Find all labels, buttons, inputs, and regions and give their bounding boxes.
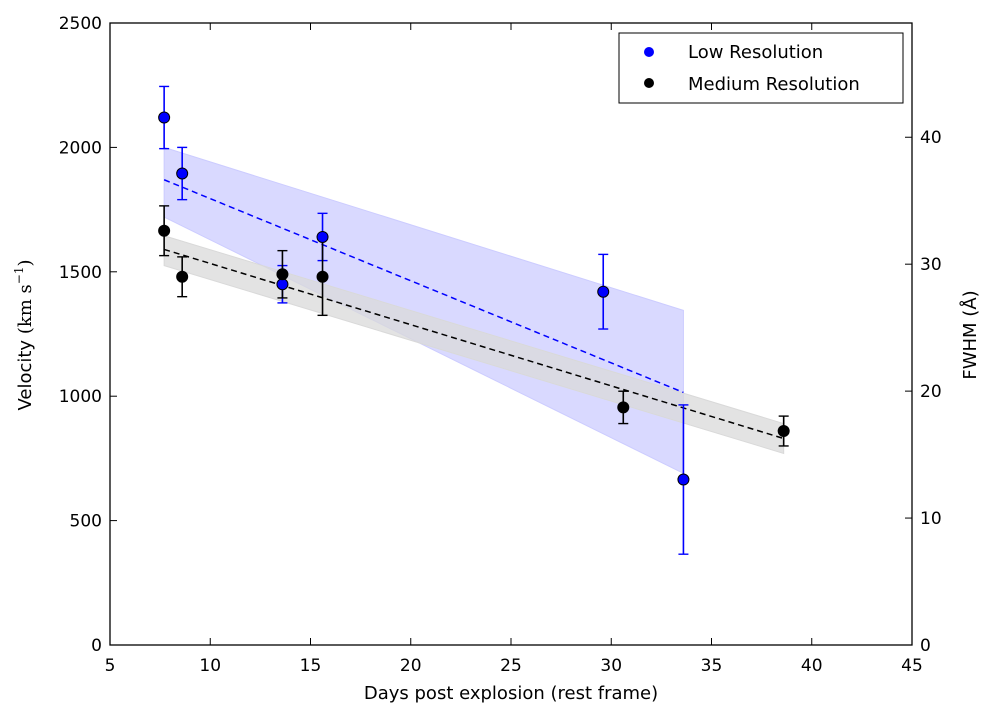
legend-box [618,32,904,104]
y-axis-left: 0 500 1000 1500 2000 2500 [59,14,117,656]
y-axis-title-text: Velocity [15,340,36,411]
y-axis-right: 0 10 20 30 40 [905,128,942,656]
x-tick-label: 35 [701,656,723,676]
x-tick-label: 20 [400,656,422,676]
y2-tick-label: 40 [920,128,942,148]
y-tick-label: 0 [91,636,102,656]
fit-line-medium-resolution [163,248,784,440]
y-axis-title-units: (km s [15,284,36,334]
fit-lines [163,179,784,440]
x-axis-title: Days post explosion (rest frame) [364,683,658,704]
data-point-medium-resolution [276,268,289,281]
data-point-low-resolution [176,167,189,180]
y2-axis-title: FWHM (Å) [959,290,981,379]
legend-label-medium-resolution: Medium Resolution [688,74,860,95]
x-tick-label: 5 [105,656,116,676]
y-tick-label: 1500 [59,263,102,283]
fit-line-low-resolution [163,179,684,394]
y2-tick-label: 20 [920,382,942,402]
y-tick-label: 2500 [59,14,102,34]
data-point-medium-resolution [617,401,630,414]
data-point-low-resolution [677,473,690,486]
data-point-medium-resolution [176,270,189,283]
legend-marker-medium-resolution [644,78,654,88]
y-axis-title-close: ) [15,259,36,266]
y-tick-label: 500 [70,512,102,532]
x-tick-label: 45 [901,656,923,676]
legend: Low Resolution Medium Resolution [618,32,904,104]
y-tick-label: 2000 [59,138,102,158]
x-tick-label: 30 [600,656,622,676]
x-tick-label: 10 [199,656,221,676]
confidence-band-low-resolution [163,146,684,475]
data-point-low-resolution [316,230,329,243]
data-point-medium-resolution [777,425,790,438]
x-tick-label: 15 [300,656,322,676]
legend-marker-low-resolution [644,47,654,57]
x-axis: 5 10 15 20 25 30 35 40 45 [105,23,923,676]
data-point-medium-resolution [316,270,329,283]
data-point-low-resolution [158,111,171,124]
data-point-low-resolution [276,278,289,291]
data-point-medium-resolution [158,224,171,237]
x-tick-label: 40 [801,656,823,676]
data-points [158,111,790,486]
y-tick-label: 1000 [59,387,102,407]
x-tick-label: 25 [500,656,522,676]
confidence-bands [163,146,785,475]
y2-tick-label: 0 [920,636,931,656]
y-axis-title: Velocity (km s−1) [12,259,36,410]
data-point-low-resolution [597,285,610,298]
y2-tick-label: 10 [920,509,942,529]
y-axis-title-exponent: −1 [12,267,26,285]
legend-label-low-resolution: Low Resolution [688,42,823,63]
y2-tick-label: 30 [920,255,942,275]
